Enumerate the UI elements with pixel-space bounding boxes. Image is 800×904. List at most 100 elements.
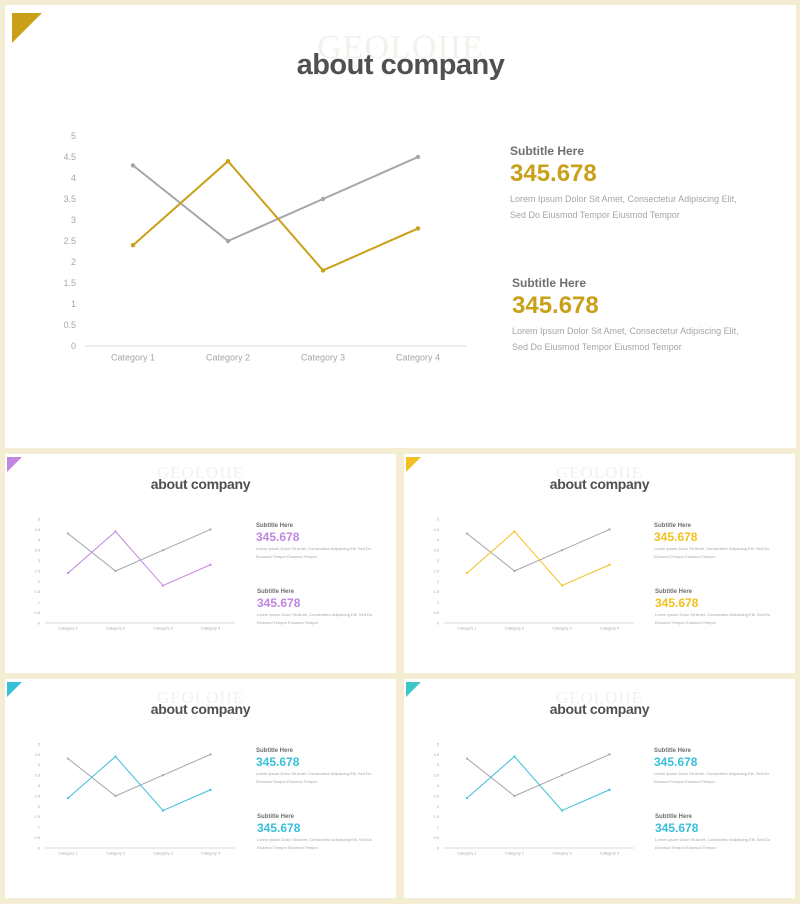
- info-panel-1: Subtitle Here 345.678 Lorem Ipsum Dolor …: [510, 144, 740, 223]
- y-tick-label: 0: [38, 620, 41, 625]
- series-line-gray: [132, 156, 419, 243]
- y-tick-label: 2.5: [63, 236, 76, 246]
- series-line-gray: [466, 753, 610, 797]
- y-tick-label: 0: [437, 620, 440, 625]
- y-tick-label: 0.5: [63, 320, 76, 330]
- data-point: [608, 528, 611, 531]
- watermark-text: GEOLOIIE: [555, 688, 644, 707]
- x-tick-label: Category 4: [600, 850, 620, 855]
- info-panel-1: Subtitle Here 345.678 Lorem Ipsum Dolor …: [256, 748, 376, 786]
- y-tick-label: 4: [437, 537, 440, 542]
- line-chart: 0 0.5 1 1.5 2 2.5 3 3.5 4 4.5 5 Category 1 Category …: [433, 516, 634, 630]
- y-tick-label: 0.5: [433, 835, 439, 840]
- data-point: [465, 796, 469, 800]
- data-point: [560, 774, 564, 777]
- y-tick-label: 3: [437, 558, 440, 563]
- panel-number: 345.678: [257, 821, 301, 835]
- info-panel-2: Subtitle Here 345.678 Lorem Ipsum Dolor …: [655, 589, 775, 627]
- y-tick-label: 2: [71, 257, 76, 267]
- data-point: [415, 226, 421, 231]
- data-point: [114, 569, 117, 573]
- slide-teal: GEOLOIIE about company 0 0.5 1 1.5 2 2.5 3 3.5 4…: [404, 679, 795, 898]
- y-tick-label: 4: [437, 762, 440, 767]
- data-point: [161, 549, 165, 552]
- panel-text: Lorem Ipsum Dolor Sit Amet, Consectetur …: [655, 837, 771, 850]
- panel-text: Lorem Ipsum Dolor Sit Amet, Consectetur …: [256, 546, 372, 559]
- y-tick-label: 3.5: [433, 548, 439, 553]
- data-point: [465, 571, 469, 575]
- y-tick-label: 0: [437, 845, 440, 850]
- x-tick-label: Category 4: [201, 850, 221, 855]
- x-tick-label: Category 4: [396, 352, 440, 362]
- data-point: [513, 755, 516, 758]
- series-line-accent: [67, 755, 211, 812]
- data-point: [415, 154, 421, 160]
- panel-number: 345.678: [257, 596, 301, 610]
- series-line-accent: [132, 159, 419, 272]
- data-point: [66, 757, 70, 760]
- y-tick-label: 3: [38, 783, 41, 788]
- y-tick-label: 3.5: [34, 773, 40, 778]
- panel-number: 345.678: [654, 755, 698, 769]
- y-tick-label: 1.5: [34, 814, 40, 819]
- y-tick-label: 4: [38, 762, 41, 767]
- y-tick-label: 2: [437, 579, 440, 584]
- panel-number: 345.678: [655, 821, 699, 835]
- watermark-text: GEOLOIIE: [156, 688, 245, 707]
- y-tick-label: 2.5: [433, 793, 439, 798]
- y-tick-label: 5: [71, 131, 76, 141]
- corner-triangle: [7, 457, 22, 472]
- panel-text: Lorem Ipsum Dolor Sit Amet, Consectetur …: [654, 546, 770, 559]
- y-tick-label: 3: [71, 215, 76, 225]
- y-tick-label: 1: [38, 600, 41, 605]
- data-point: [560, 584, 564, 587]
- data-point: [114, 794, 117, 798]
- x-tick-label: Category 3: [153, 625, 173, 630]
- panel-text: Lorem Ipsum Dolor Sit Amet, Consectetur …: [655, 612, 771, 625]
- x-tick-label: Category 3: [552, 850, 572, 855]
- panel-number: 345.678: [655, 596, 699, 610]
- line-chart: 0 0.5 1 1.5 2 2.5 3 3.5 4 4.5 5 Category 1 Category …: [34, 516, 235, 630]
- y-tick-label: 2.5: [433, 568, 439, 573]
- info-panel-1: Subtitle Here 345.678 Lorem Ipsum Dolor …: [654, 748, 774, 786]
- series-line-accent: [67, 530, 211, 587]
- y-tick-label: 4: [71, 173, 76, 183]
- x-tick-label: Category 1: [457, 625, 477, 630]
- panel-subtitle: Subtitle Here: [257, 589, 295, 595]
- x-tick-label: Category 4: [201, 625, 221, 630]
- info-panel-1: Subtitle Here 345.678 Lorem Ipsum Dolor …: [256, 523, 376, 561]
- x-tick-label: Category 2: [106, 850, 126, 855]
- panel-number: 345.678: [654, 530, 698, 544]
- data-point: [608, 788, 611, 791]
- line-chart: 0 0.5 1 1.5 2 2.5 3 3.5 4 4.5 5 Category 1 Category …: [34, 741, 235, 855]
- series-line-accent: [466, 530, 610, 587]
- y-tick-label: 2: [437, 804, 440, 809]
- y-tick-label: 2.5: [34, 568, 40, 573]
- watermark-text: GEOLOIIE: [555, 463, 644, 482]
- y-tick-label: 1.5: [34, 589, 40, 594]
- data-point: [513, 530, 516, 533]
- data-point: [209, 753, 212, 756]
- data-point: [608, 753, 611, 756]
- data-point: [161, 809, 165, 812]
- y-tick-label: 1.5: [433, 814, 439, 819]
- y-tick-label: 3.5: [63, 194, 76, 204]
- data-point: [66, 532, 70, 535]
- y-tick-label: 4: [38, 537, 41, 542]
- panel-number: 345.678: [512, 292, 599, 319]
- corner-triangle: [12, 13, 42, 43]
- y-tick-label: 0.5: [433, 610, 439, 615]
- info-panel-2: Subtitle Here 345.678 Lorem Ipsum Dolor …: [655, 814, 775, 852]
- y-tick-label: 1: [437, 600, 440, 605]
- y-tick-label: 4.5: [34, 752, 40, 757]
- panel-text: Lorem Ipsum Dolor Sit Amet, Consectetur …: [257, 612, 373, 625]
- x-tick-label: Category 1: [457, 850, 477, 855]
- data-point: [66, 796, 70, 800]
- y-tick-label: 3: [38, 558, 41, 563]
- x-tick-label: Category 2: [505, 850, 525, 855]
- slide-cyan: GEOLOIIE about company 0 0.5 1 1.5 2 2.5 3 3.5 4…: [5, 679, 396, 898]
- y-tick-label: 5: [437, 741, 440, 746]
- data-point: [320, 196, 326, 202]
- y-tick-label: 2: [38, 804, 41, 809]
- panel-subtitle: Subtitle Here: [654, 523, 692, 529]
